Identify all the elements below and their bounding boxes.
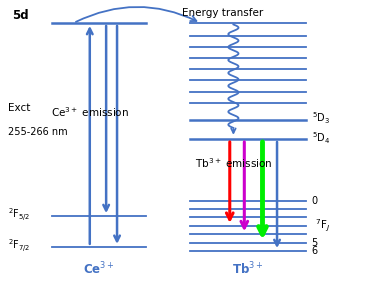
Text: 255-266 nm: 255-266 nm: [8, 126, 68, 137]
Text: Ce$^{3+}$: Ce$^{3+}$: [83, 261, 115, 278]
Text: 5d: 5d: [12, 9, 28, 22]
Text: Tb$^{3+}$ emission: Tb$^{3+}$ emission: [195, 156, 273, 170]
Text: $^5$D$_3$: $^5$D$_3$: [312, 111, 330, 126]
Text: Tb$^{3+}$: Tb$^{3+}$: [232, 261, 264, 278]
Text: Energy transfer: Energy transfer: [182, 8, 264, 18]
Text: 6: 6: [312, 246, 318, 256]
Text: $^7$F$_J$: $^7$F$_J$: [315, 218, 330, 234]
Text: Exct: Exct: [8, 103, 30, 112]
Text: Ce$^{3+}$ emission: Ce$^{3+}$ emission: [51, 106, 129, 119]
Text: $^2$F$_{5/2}$: $^2$F$_{5/2}$: [8, 206, 30, 223]
Text: $^2$F$_{7/2}$: $^2$F$_{7/2}$: [8, 237, 30, 254]
Text: $^5$D$_4$: $^5$D$_4$: [312, 130, 330, 146]
Text: 5: 5: [312, 237, 318, 248]
Text: 0: 0: [312, 196, 318, 206]
